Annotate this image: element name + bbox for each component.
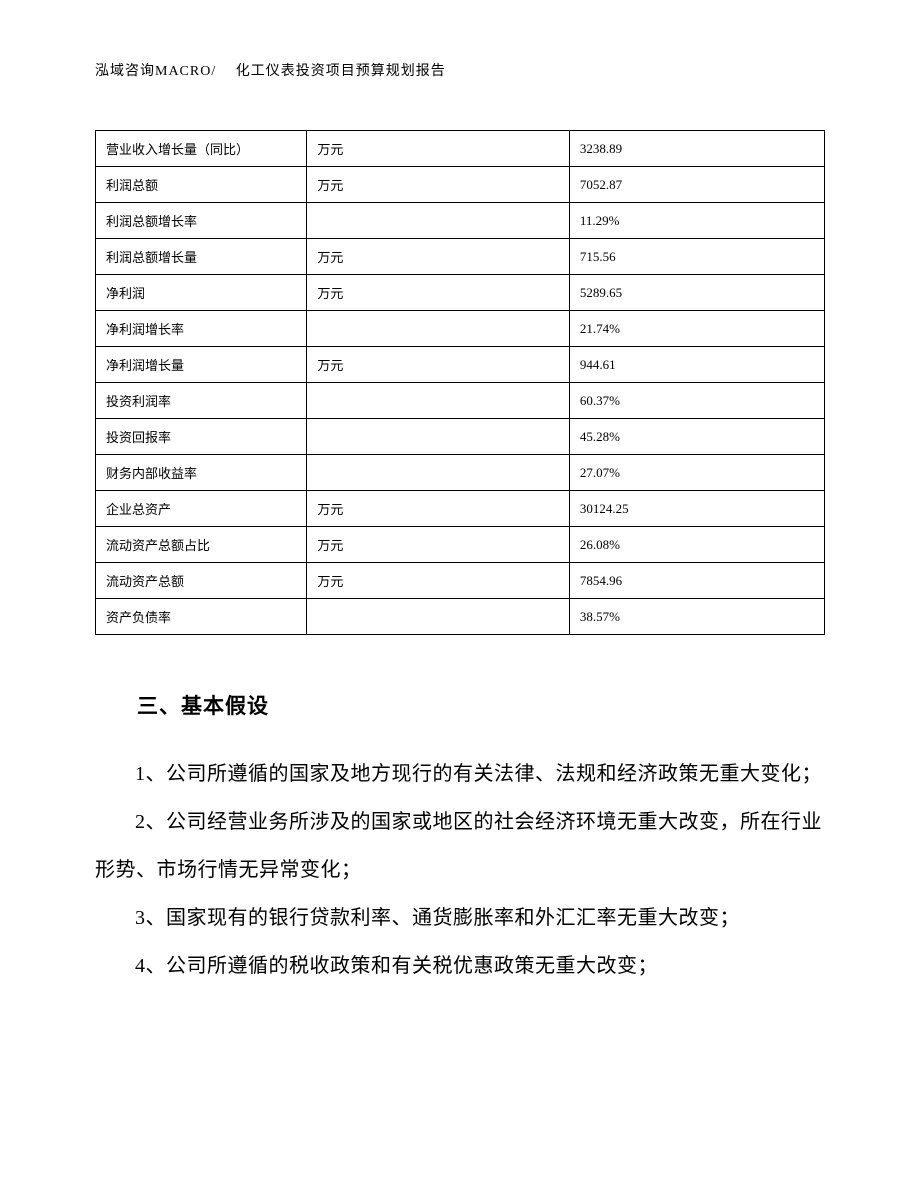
paragraph: 1、公司所遵循的国家及地方现行的有关法律、法规和经济政策无重大变化； [95, 750, 825, 798]
table-cell-value: 38.57% [569, 599, 824, 635]
table-cell-unit: 万元 [307, 239, 569, 275]
table-cell-unit [307, 383, 569, 419]
table-cell-value: 7854.96 [569, 563, 824, 599]
table-cell-unit: 万元 [307, 167, 569, 203]
table-row: 利润总额增长量 万元 715.56 [96, 239, 825, 275]
table-body: 营业收入增长量（同比） 万元 3238.89 利润总额 万元 7052.87 利… [96, 131, 825, 635]
table-cell-value: 27.07% [569, 455, 824, 491]
table-row: 净利润增长量 万元 944.61 [96, 347, 825, 383]
table-row: 资产负债率 38.57% [96, 599, 825, 635]
table-row: 利润总额 万元 7052.87 [96, 167, 825, 203]
table-cell-unit: 万元 [307, 275, 569, 311]
table-cell-label: 企业总资产 [96, 491, 307, 527]
table-cell-value: 715.56 [569, 239, 824, 275]
table-cell-label: 利润总额 [96, 167, 307, 203]
table-cell-label: 流动资产总额 [96, 563, 307, 599]
table-cell-value: 944.61 [569, 347, 824, 383]
table-cell-unit: 万元 [307, 347, 569, 383]
table-cell-value: 60.37% [569, 383, 824, 419]
table-cell-value: 5289.65 [569, 275, 824, 311]
table-cell-value: 45.28% [569, 419, 824, 455]
financial-table: 营业收入增长量（同比） 万元 3238.89 利润总额 万元 7052.87 利… [95, 130, 825, 635]
table-row: 营业收入增长量（同比） 万元 3238.89 [96, 131, 825, 167]
table-cell-unit [307, 203, 569, 239]
table-row: 利润总额增长率 11.29% [96, 203, 825, 239]
table-cell-label: 净利润 [96, 275, 307, 311]
table-cell-label: 营业收入增长量（同比） [96, 131, 307, 167]
table-cell-unit: 万元 [307, 563, 569, 599]
table-cell-label: 投资利润率 [96, 383, 307, 419]
table-cell-unit: 万元 [307, 527, 569, 563]
table-row: 净利润 万元 5289.65 [96, 275, 825, 311]
table-row: 投资利润率 60.37% [96, 383, 825, 419]
paragraph: 4、公司所遵循的税收政策和有关税优惠政策无重大改变； [95, 942, 825, 990]
table-cell-label: 资产负债率 [96, 599, 307, 635]
section-title: 三、基本假设 [95, 690, 825, 720]
table-cell-label: 财务内部收益率 [96, 455, 307, 491]
table-cell-label: 利润总额增长率 [96, 203, 307, 239]
table-row: 投资回报率 45.28% [96, 419, 825, 455]
paragraph: 2、公司经营业务所涉及的国家或地区的社会经济环境无重大改变，所在行业形势、市场行… [95, 798, 825, 894]
table-row: 流动资产总额占比 万元 26.08% [96, 527, 825, 563]
document-header: 泓域咨询MACRO/ 化工仪表投资项目预算规划报告 [95, 60, 825, 80]
table-cell-unit: 万元 [307, 131, 569, 167]
table-cell-value: 26.08% [569, 527, 824, 563]
table-cell-unit [307, 311, 569, 347]
table-cell-value: 3238.89 [569, 131, 824, 167]
table-cell-value: 21.74% [569, 311, 824, 347]
table-cell-label: 净利润增长率 [96, 311, 307, 347]
table-row: 流动资产总额 万元 7854.96 [96, 563, 825, 599]
table-cell-value: 7052.87 [569, 167, 824, 203]
paragraph: 3、国家现有的银行贷款利率、通货膨胀率和外汇汇率无重大改变； [95, 894, 825, 942]
table-cell-value: 30124.25 [569, 491, 824, 527]
table-cell-unit [307, 599, 569, 635]
table-cell-label: 利润总额增长量 [96, 239, 307, 275]
table-cell-unit [307, 455, 569, 491]
table-cell-value: 11.29% [569, 203, 824, 239]
table-row: 净利润增长率 21.74% [96, 311, 825, 347]
table-cell-unit [307, 419, 569, 455]
table-cell-label: 流动资产总额占比 [96, 527, 307, 563]
table-row: 企业总资产 万元 30124.25 [96, 491, 825, 527]
table-cell-label: 净利润增长量 [96, 347, 307, 383]
table-cell-unit: 万元 [307, 491, 569, 527]
table-row: 财务内部收益率 27.07% [96, 455, 825, 491]
table-cell-label: 投资回报率 [96, 419, 307, 455]
